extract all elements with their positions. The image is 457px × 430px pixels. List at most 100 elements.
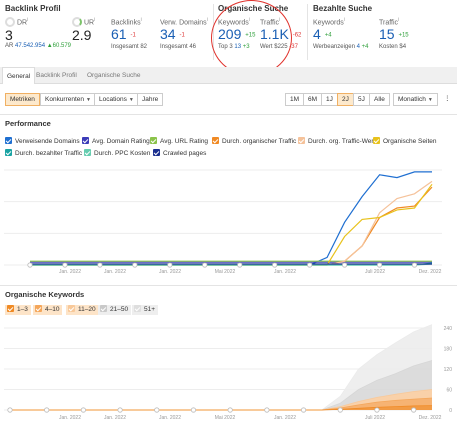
legend-ref-domains[interactable]: Verweisende Domains [5,137,80,145]
interval-label: Monatlich [398,96,426,103]
legend-label: Verweisende Domains [15,138,80,145]
annotation-marker[interactable] [27,262,33,268]
legend-label: Crawled pages [163,150,207,157]
ads-delta: +4 [361,43,369,50]
interval-dropdown[interactable]: Monatlich ▼ [393,93,438,106]
legend-pos-11-20[interactable]: 11–20 [66,305,99,315]
x-tick-label: Mai 2022 [215,415,236,421]
ref-domains-metric[interactable]: Verw. Domainsi 34 -1 Insgesamt 46 [160,17,208,50]
ar-delta: ▲60.579 [46,43,72,50]
series-line[interactable] [30,263,433,266]
annotation-marker[interactable] [342,262,348,268]
ads-value[interactable]: 4 [356,43,360,50]
more-options-icon[interactable]: ⋮ [444,95,451,102]
info-icon: i [343,17,345,23]
legend-avg-dr[interactable]: Avg. Domain Rating [82,137,150,145]
tab-general[interactable]: General [2,67,36,84]
tab-organic-search[interactable]: Organische Suche [87,72,141,79]
paid-traffic-metric[interactable]: Traffici 15 +15 Kosten $4 [379,17,409,50]
backlinks-value[interactable]: 61 [111,26,127,43]
legend-org-traffic-value[interactable]: Durch. org. Traffic-Wert [298,137,375,145]
ar-value[interactable]: 47.542.954 [15,43,46,50]
annotation-marker[interactable] [190,407,197,413]
legend-avg-ur[interactable]: Avg. URL Rating [150,137,208,145]
ref-domains-value[interactable]: 34 [160,26,176,43]
annotation-marker[interactable] [80,407,86,413]
cost-label: Kosten [379,43,398,50]
annotation-marker[interactable] [44,407,50,413]
info-icon: i [398,17,400,23]
annotation-marker[interactable] [300,407,307,413]
legend-ppc-cost[interactable]: Durch. PPC Kosten [84,149,150,157]
dr-metric[interactable]: DRi 3 AR 47.542.954 ▲60.579 [5,17,71,49]
info-icon: i [206,17,208,23]
performance-chart[interactable]: Jan. 2022 Jan. 2022 Jan. 2022 Mai 2022 Jan. … [0,160,457,280]
chart-toolbar: Metriken Konkurrenten ▼ Locations ▼ Jahre … [0,93,457,107]
series-line[interactable] [30,180,433,266]
series-area[interactable] [10,405,432,410]
range-1y-button[interactable]: 1J [321,93,338,106]
chevron-down-icon: ▼ [128,97,134,103]
range-6m-button[interactable]: 6M [303,93,323,106]
annotation-marker[interactable] [97,262,103,268]
traffic-value-delta: -37 [289,43,298,50]
annotation-marker[interactable] [117,407,123,413]
y-tick-label: 240 [444,326,453,332]
annotation-marker[interactable] [237,262,243,268]
legend-paid-traffic[interactable]: Durch. bezahlter Traffic [5,149,82,157]
range-5y-button[interactable]: 5J [353,93,370,106]
ur-metric[interactable]: URi 2.9 [72,17,95,43]
annotation-marker[interactable] [132,262,138,268]
annotation-marker[interactable] [272,262,278,268]
range-2y-button[interactable]: 2J [337,93,354,106]
info-icon: i [94,17,96,23]
annotation-marker[interactable] [7,407,13,413]
annotation-marker[interactable] [62,262,68,268]
competitors-dropdown[interactable]: Konkurrenten ▼ [40,93,96,106]
legend-pos-4-10[interactable]: 4–10 [33,305,63,315]
legend-pos-51-plus[interactable]: 51+ [132,305,159,315]
dr-donut-icon [5,17,15,28]
ref-domains-total: Insgesamt 46 [160,43,197,50]
organic-keywords-chart[interactable]: 240 180 120 60 0 Jan. 2022 Jan. 2022 Jan. 2022 M… [0,318,457,430]
annotation-marker[interactable] [374,407,380,413]
range-all-button[interactable]: Alle [369,93,390,106]
legend-org-traffic[interactable]: Durch. organischer Traffic [212,137,296,145]
paid-keywords-value[interactable]: 4 [313,26,321,43]
performance-title: Performance [5,119,51,128]
annotation-marker[interactable] [307,262,313,268]
legend-pos-1-3[interactable]: 1–3 [5,305,31,315]
locations-label: Locations [99,96,127,103]
paid-traffic-value[interactable]: 15 [379,26,395,43]
annotation-marker[interactable] [264,407,270,413]
tab-backlink-profile[interactable]: Backlink Profil [36,72,77,79]
x-tick-label: Jan. 2022 [274,269,296,275]
annotation-marker[interactable] [411,407,417,413]
organic-keywords-title: Organische Keywords [5,290,85,299]
annotation-marker[interactable] [376,262,383,268]
metrics-button[interactable]: Metriken [5,93,40,106]
series-line [10,405,433,411]
annotation-marker[interactable] [154,407,160,413]
annotation-marker[interactable] [411,262,418,268]
series-line[interactable] [30,183,433,266]
legend-org-pages[interactable]: Organische Seiten [373,137,436,145]
legend-crawled-pages[interactable]: Crawled pages [153,149,206,157]
locations-dropdown[interactable]: Locations ▼ [94,93,139,106]
series-line[interactable] [30,186,433,266]
legend-label: 51+ [144,306,156,313]
annotation-marker[interactable] [337,407,343,413]
legend-pos-21-50[interactable]: 21–50 [98,305,132,315]
checkbox-icon [35,305,42,312]
checkbox-icon [298,137,305,144]
years-button[interactable]: Jahre [137,93,164,106]
paid-traffic-delta: +15 [398,32,409,39]
range-1m-button[interactable]: 1M [285,93,305,106]
annotation-marker[interactable] [227,407,233,413]
annotation-marker[interactable] [202,262,208,268]
paid-keywords-metric[interactable]: Keywordsi 4 +4 Werbeanzeigen 4 +4 [313,17,368,50]
backlinks-metric[interactable]: Backlinksi 61 -1 Insgesamt 82 [111,17,147,50]
annotation-marker[interactable] [167,262,173,268]
stats-header: Backlink Profil DRi 3 AR 47.542.954 ▲60.… [0,0,457,76]
info-icon: i [27,17,29,23]
